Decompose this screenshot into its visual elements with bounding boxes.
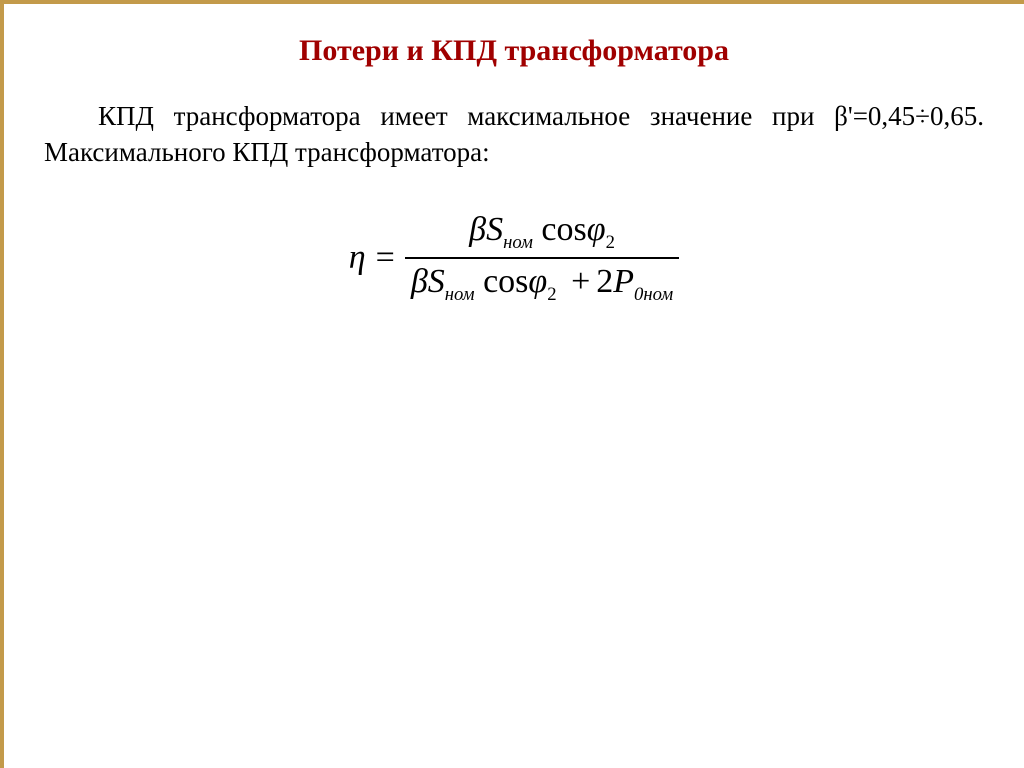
den-P: P	[613, 263, 634, 300]
body-paragraph: КПД трансформатора имеет максимальное зн…	[44, 98, 984, 171]
den-two: 2	[596, 263, 613, 300]
den-beta: β	[411, 263, 428, 300]
num-S: S	[486, 211, 503, 248]
num-phi: φ	[587, 211, 606, 248]
efficiency-formula: η = βSном cosφ2 βSном cosφ2 +2P0ном	[349, 211, 679, 306]
den-S: S	[428, 263, 445, 300]
den-plus: +	[571, 263, 590, 300]
num-S-sub: ном	[503, 232, 533, 253]
formula-equals: =	[376, 239, 395, 277]
den-phi-sub: 2	[547, 284, 556, 305]
num-cos: cos	[541, 211, 586, 248]
formula-denominator: βSном cosφ2 +2P0ном	[405, 257, 679, 305]
num-beta: β	[469, 211, 486, 248]
den-cos: cos	[483, 263, 528, 300]
den-S-sub: ном	[445, 284, 475, 305]
formula-container: η = βSном cosφ2 βSном cosφ2 +2P0ном	[44, 211, 984, 306]
den-phi: φ	[528, 263, 547, 300]
formula-lhs: η	[349, 239, 366, 277]
den-P-sub: 0ном	[634, 284, 673, 305]
slide: Потери и КПД трансформатора КПД трансфор…	[0, 0, 1024, 768]
formula-numerator: βSном cosφ2	[463, 211, 621, 257]
slide-title: Потери и КПД трансформатора	[44, 34, 984, 68]
num-phi-sub: 2	[606, 232, 615, 253]
formula-fraction: βSном cosφ2 βSном cosφ2 +2P0ном	[405, 211, 679, 306]
